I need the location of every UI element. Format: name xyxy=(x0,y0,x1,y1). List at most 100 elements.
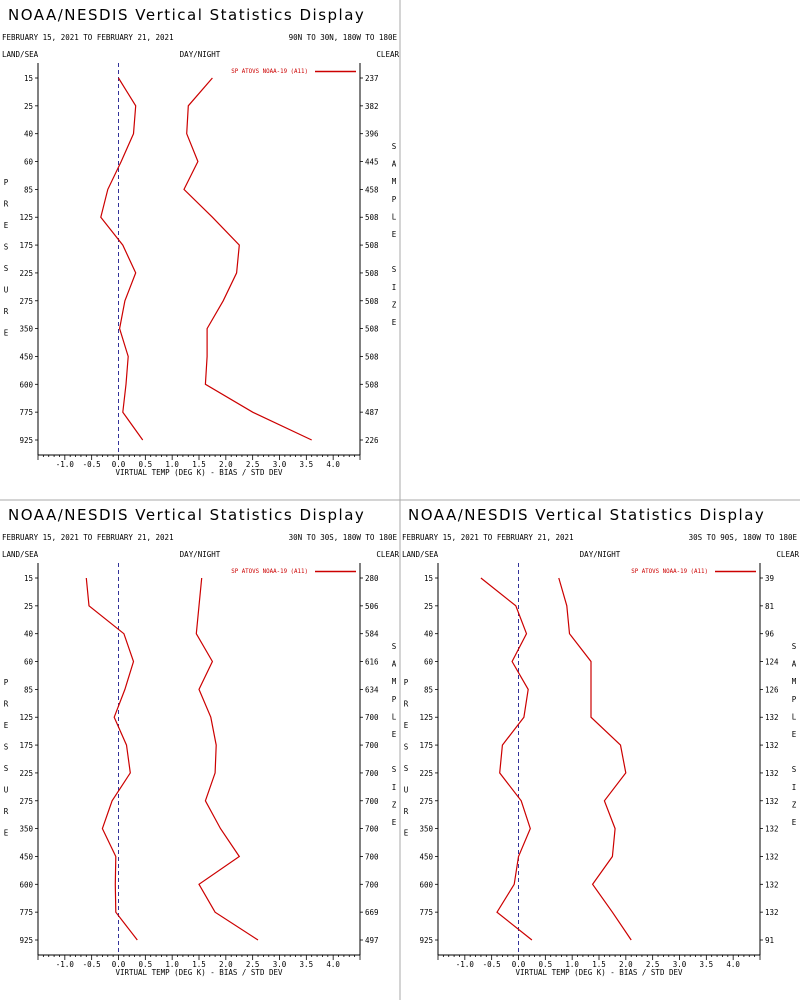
region-label: 90N TO 30N, 180W TO 180E xyxy=(289,33,398,42)
pressure-axis-letter: E xyxy=(4,221,9,230)
pressure-level-label: 15 xyxy=(424,574,433,583)
sample-size-label: 508 xyxy=(365,325,379,334)
x-tick-label: -0.5 xyxy=(83,460,101,469)
sample-size-axis-letter: A xyxy=(392,160,397,169)
pressure-axis-letter: R xyxy=(4,700,9,709)
pressure-axis-letter: P xyxy=(4,178,9,187)
pressure-axis-letter: E xyxy=(4,721,9,730)
pressure-level-label: 225 xyxy=(19,769,33,778)
pressure-level-label: 60 xyxy=(24,658,34,667)
land-sea-label: LAND/SEA xyxy=(2,50,39,59)
chart-panel-2: NOAA/NESDIS Vertical Statistics Display F… xyxy=(2,506,399,977)
x-axis-label: VIRTUAL TEMP (DEG K) - BIAS / STD DEV xyxy=(115,968,283,977)
pressure-axis-letter: R xyxy=(4,200,9,209)
pressure-axis-letter: E xyxy=(4,829,9,838)
x-tick-label: 3.0 xyxy=(273,460,287,469)
pressure-axis-letter: S xyxy=(4,743,9,752)
sample-size-label: 458 xyxy=(365,185,379,194)
sample-size-axis-letter: Z xyxy=(792,800,797,809)
bias-series-line xyxy=(480,577,533,941)
pressure-level-label: 25 xyxy=(24,602,33,611)
sample-size-axis-letter: E xyxy=(392,230,397,239)
sample-size-axis-letter: S xyxy=(392,142,397,151)
sample-size-label: 506 xyxy=(365,602,379,611)
sample-size-axis-letter: M xyxy=(392,177,397,186)
sample-size-label: 487 xyxy=(365,408,379,417)
pressure-axis-letter: S xyxy=(4,243,9,252)
bias-series-line xyxy=(85,577,138,941)
day-night-label: DAY/NIGHT xyxy=(580,550,621,559)
pressure-level-label: 175 xyxy=(19,241,33,250)
pressure-axis-letter: U xyxy=(4,786,9,795)
pressure-level-label: 925 xyxy=(19,436,33,445)
pressure-level-label: 275 xyxy=(419,797,433,806)
x-tick-label: 0.5 xyxy=(139,460,153,469)
x-tick-label: 0.0 xyxy=(112,460,126,469)
sample-size-label: 91 xyxy=(765,936,774,945)
sample-size-axis-letter: E xyxy=(392,318,397,327)
x-tick-label: 2.5 xyxy=(246,960,260,969)
x-tick-label: 2.0 xyxy=(619,960,633,969)
clear-label: CLEAR xyxy=(776,550,799,559)
sample-size-label: 634 xyxy=(365,685,379,694)
sample-size-axis-letter: P xyxy=(392,195,397,204)
sample-size-axis-letter: S xyxy=(392,765,397,774)
x-tick-label: -1.0 xyxy=(456,960,475,969)
sample-size-axis-letter: E xyxy=(392,730,397,739)
pressure-level-label: 275 xyxy=(19,297,33,306)
sample-size-axis-letter: P xyxy=(392,695,397,704)
day-night-label: DAY/NIGHT xyxy=(180,550,221,559)
sample-size-axis-letter: S xyxy=(792,642,797,651)
std-dev-series-line xyxy=(183,77,312,441)
pressure-level-label: 175 xyxy=(19,741,33,750)
pressure-axis-letter: U xyxy=(404,786,409,795)
sample-size-label: 132 xyxy=(765,908,779,917)
day-night-label: DAY/NIGHT xyxy=(180,50,221,59)
sample-size-axis-letter: E xyxy=(792,818,797,827)
x-tick-label: -1.0 xyxy=(56,960,75,969)
sample-size-label: 132 xyxy=(765,825,779,834)
chart-panel-1: NOAA/NESDIS Vertical Statistics Display F… xyxy=(2,6,399,477)
sample-size-label: 226 xyxy=(365,436,379,445)
sample-size-axis-letter: Z xyxy=(392,300,397,309)
legend-label: SP ATOVS NOAA-19 (A11) xyxy=(231,69,308,75)
x-tick-label: 4.0 xyxy=(726,960,740,969)
pressure-axis-letter: S xyxy=(404,764,409,773)
pressure-axis-letter: R xyxy=(4,307,9,316)
pressure-level-label: 85 xyxy=(424,685,433,694)
pressure-level-label: 225 xyxy=(419,769,433,778)
x-tick-label: 3.5 xyxy=(300,960,314,969)
sample-size-axis-letter: S xyxy=(392,642,397,651)
x-axis-label: VIRTUAL TEMP (DEG K) - BIAS / STD DEV xyxy=(115,468,283,477)
x-tick-label: 3.0 xyxy=(673,960,687,969)
sample-size-label: 508 xyxy=(365,380,379,389)
pressure-level-label: 60 xyxy=(24,158,34,167)
sample-size-label: 445 xyxy=(365,158,379,167)
pressure-axis-letter: E xyxy=(404,721,409,730)
pressure-axis-letter: U xyxy=(4,286,9,295)
pressure-level-label: 775 xyxy=(19,908,33,917)
sample-size-label: 132 xyxy=(765,880,779,889)
pressure-level-label: 225 xyxy=(19,269,33,278)
land-sea-label: LAND/SEA xyxy=(402,550,439,559)
panel-title: NOAA/NESDIS Vertical Statistics Display xyxy=(8,506,365,524)
pressure-level-label: 15 xyxy=(24,74,33,83)
x-tick-label: 1.0 xyxy=(165,960,179,969)
x-tick-label: 0.0 xyxy=(112,960,126,969)
std-dev-series-line xyxy=(195,577,259,941)
pressure-axis-letter: S xyxy=(404,743,409,752)
sample-size-axis-letter: A xyxy=(792,660,797,669)
x-tick-label: 4.0 xyxy=(326,460,340,469)
pressure-level-label: 350 xyxy=(19,325,33,334)
pressure-level-label: 125 xyxy=(19,213,33,222)
sample-size-label: 126 xyxy=(765,685,779,694)
x-tick-label: 1.0 xyxy=(565,960,579,969)
x-tick-label: 2.0 xyxy=(219,460,233,469)
sample-size-axis-letter: P xyxy=(792,695,797,704)
legend-label: SP ATOVS NOAA-19 (A11) xyxy=(231,569,308,575)
x-tick-label: 2.5 xyxy=(646,960,660,969)
pressure-level-label: 350 xyxy=(19,825,33,834)
sample-size-axis-letter: M xyxy=(392,677,397,686)
x-tick-label: 1.0 xyxy=(165,460,179,469)
sample-size-label: 81 xyxy=(765,602,774,611)
